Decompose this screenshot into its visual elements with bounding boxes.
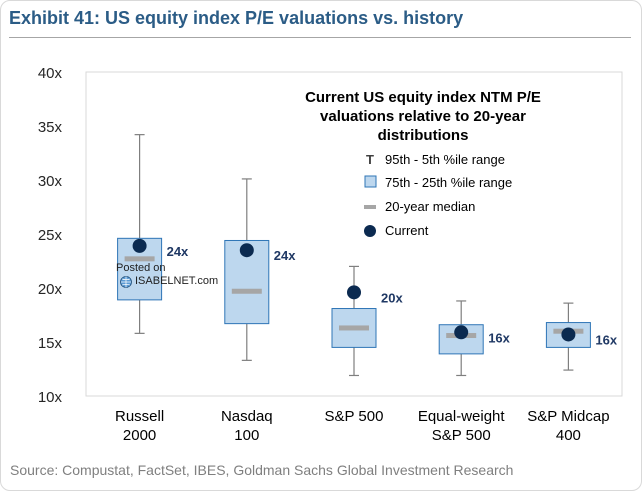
current-value-label: 20x (381, 290, 403, 305)
title-divider (9, 37, 631, 38)
median-marker (231, 288, 262, 294)
legend-title-line-1: Current US equity index NTM P/E (305, 89, 541, 106)
x-tick-label: S&P 500 (325, 408, 384, 425)
current-marker (454, 325, 469, 340)
x-tick-label: 100 (234, 427, 259, 444)
source-note: Source: Compustat, FactSet, IBES, Goldma… (10, 462, 514, 478)
x-tick-label: 400 (556, 427, 581, 444)
x-tick-label: S&P Midcap (527, 408, 609, 425)
globe-icon (120, 275, 132, 288)
legend-title-line-2: valuations relative to 20-year (320, 108, 526, 125)
box-group: 16x (438, 300, 511, 377)
y-tick-label: 40x (38, 65, 63, 82)
y-tick-label: 20x (38, 281, 63, 298)
legend-box-marker (364, 175, 377, 188)
page-title: Exhibit 41: US equity index P/E valuatio… (9, 8, 464, 28)
x-tick-label: Nasdaq (221, 408, 273, 425)
y-axis: 10x 15x 20x 25x 30x 35x 40x (38, 65, 63, 406)
watermark: Posted on ISABELNET.com (116, 262, 218, 288)
y-tick-label: 15x (38, 335, 63, 352)
legend-whisker-marker: T (366, 152, 374, 167)
current-marker (561, 327, 576, 342)
y-tick-label: 10x (38, 389, 63, 406)
y-tick-label: 35x (38, 119, 63, 136)
x-tick-label: 2000 (123, 427, 156, 444)
plot-area (85, 71, 623, 397)
current-marker (239, 243, 254, 258)
legend-label-median: 20-year median (385, 199, 475, 214)
watermark-line-2-row: ISABELNET.com (120, 275, 218, 288)
median-marker (339, 325, 369, 331)
legend-title-line-3: distributions (378, 127, 469, 144)
x-tick-label: S&P 500 (432, 427, 491, 444)
y-tick-label: 30x (38, 173, 63, 190)
watermark-line-1: Posted on (116, 262, 166, 274)
box-group: 20x (331, 265, 403, 377)
legend: Current US equity index NTM P/E valuatio… (305, 89, 541, 238)
current-marker (347, 285, 361, 300)
y-tick-label: 25x (38, 227, 63, 244)
legend-label-current: Current (385, 223, 429, 238)
legend-current-marker (364, 225, 376, 237)
x-axis: Russell 2000 Nasdaq 100 S&P 500 Equal-weight S… (115, 408, 610, 444)
watermark-site: ISABELNET.com (135, 275, 219, 287)
box-group: 24x (224, 178, 296, 361)
current-value-label: 16x (595, 332, 617, 347)
current-value-label: 24x (274, 248, 296, 263)
x-tick-label: Russell (115, 408, 164, 425)
legend-label-range75: 75th - 25th %ile range (385, 175, 512, 190)
box-series: 24x 24x 20x 16x 16x (117, 134, 618, 377)
box-group: 24x (117, 134, 189, 334)
x-tick-label: Equal-weight (418, 408, 506, 425)
legend-median-marker (364, 205, 376, 209)
median-marker (124, 256, 155, 262)
current-marker (132, 238, 147, 253)
box-group: 16x (545, 302, 618, 371)
legend-label-range95: 95th - 5th %ile range (385, 152, 505, 167)
current-value-label: 24x (167, 244, 189, 259)
current-value-label: 16x (488, 330, 510, 345)
